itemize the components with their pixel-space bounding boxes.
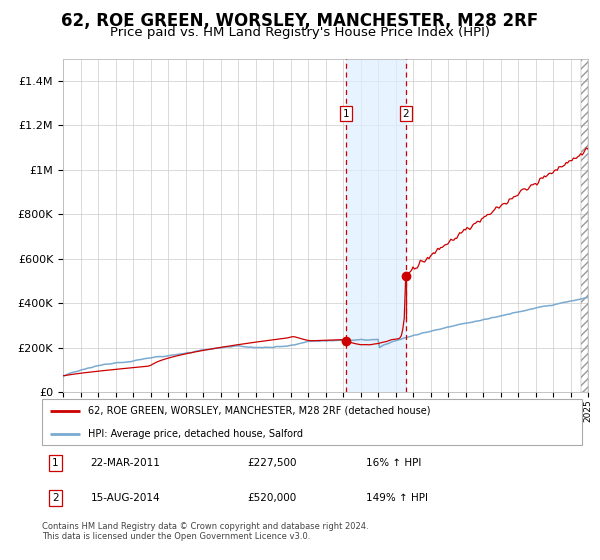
Text: £520,000: £520,000: [247, 493, 296, 503]
Text: HPI: Average price, detached house, Salford: HPI: Average price, detached house, Salf…: [88, 429, 303, 438]
Text: 22-MAR-2011: 22-MAR-2011: [91, 459, 160, 468]
Bar: [346, 59, 406, 392]
Text: Price paid vs. HM Land Registry's House Price Index (HPI): Price paid vs. HM Land Registry's House …: [110, 26, 490, 39]
Text: 15-AUG-2014: 15-AUG-2014: [91, 493, 160, 503]
Text: 149% ↑ HPI: 149% ↑ HPI: [366, 493, 428, 503]
Text: 16% ↑ HPI: 16% ↑ HPI: [366, 459, 421, 468]
Text: 62, ROE GREEN, WORSLEY, MANCHESTER, M28 2RF (detached house): 62, ROE GREEN, WORSLEY, MANCHESTER, M28 …: [88, 406, 430, 416]
Text: 2: 2: [403, 109, 409, 119]
Text: £227,500: £227,500: [247, 459, 296, 468]
Text: 2: 2: [52, 493, 59, 503]
Text: 1: 1: [52, 459, 59, 468]
Text: 62, ROE GREEN, WORSLEY, MANCHESTER, M28 2RF: 62, ROE GREEN, WORSLEY, MANCHESTER, M28 …: [61, 12, 539, 30]
FancyBboxPatch shape: [42, 399, 582, 445]
Text: Contains HM Land Registry data © Crown copyright and database right 2024.
This d: Contains HM Land Registry data © Crown c…: [42, 522, 368, 542]
Text: 1: 1: [343, 109, 349, 119]
